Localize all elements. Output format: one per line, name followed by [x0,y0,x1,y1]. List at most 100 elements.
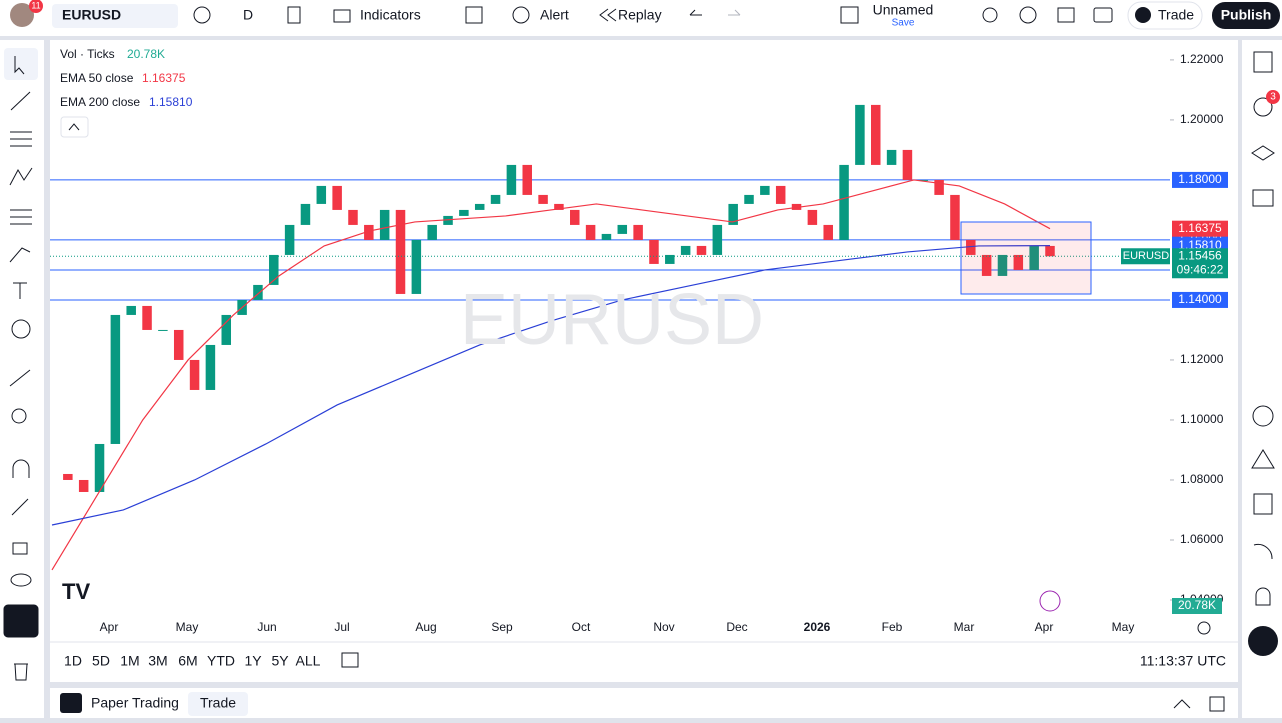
time-range[interactable]: 6M [178,653,197,669]
date-range-icon[interactable] [341,652,359,668]
snapshot-icon[interactable] [1093,7,1113,23]
layout-name[interactable]: Unnamed [873,2,934,18]
indicators[interactable]: Indicators [360,7,421,23]
candle [332,185,342,210]
x-tick-label: May [1112,620,1135,634]
replay[interactable]: Replay [618,7,662,23]
settings-icon[interactable] [1019,6,1037,24]
chart-type-icon[interactable] [287,6,301,24]
candle [395,209,406,294]
candle [617,224,628,234]
candle [1013,254,1024,270]
events-icon[interactable] [1039,590,1061,612]
paper-trading[interactable]: Paper Trading [91,695,179,711]
level-label: 1.14000 [1178,292,1222,306]
badge [29,0,43,13]
time-range[interactable]: 5Y [271,653,289,669]
replay-icon[interactable] [599,8,617,22]
candle [823,224,833,240]
symbol-box[interactable] [52,4,178,28]
search-icon[interactable] [982,7,998,23]
legend-ema50: EMA 50 close [60,71,134,85]
interval[interactable]: D [243,7,253,23]
right-toolbar [1242,40,1282,718]
x-tick-label: Feb [882,620,903,634]
y-tick-label: 1.20000 [1180,112,1224,126]
templates-icon[interactable] [465,6,483,24]
add-icon[interactable] [193,6,211,24]
x-tick-label: Dec [726,620,747,634]
indicators-icon[interactable] [333,9,351,23]
y-tick-label: 1.06000 [1180,532,1224,546]
rectangle-drawing[interactable] [960,221,1092,295]
candle [459,209,469,216]
alert-icon[interactable] [512,6,530,24]
legend-volume-value: 20.78K [127,47,165,61]
x-tick-label: Mar [954,620,975,634]
x-tick-label: Sep [491,620,513,634]
time-range[interactable]: 5D [92,653,110,669]
legend-ema200: EMA 200 close [60,95,140,109]
undo[interactable] [689,9,702,16]
publish[interactable]: Publish [1221,7,1272,23]
last-price-label: 1.15456 [1178,248,1222,262]
candle [443,215,453,225]
candle [110,314,121,444]
avatar-badge: 11 [31,0,40,10]
x-tick-label: Apr [100,620,119,634]
chart-pane [50,40,1238,682]
candle [570,209,580,225]
candle [474,203,485,210]
candle [269,254,279,285]
trade-tab[interactable] [188,692,248,716]
candle [696,245,707,255]
bottom-trade[interactable]: Trade [200,695,236,711]
alert[interactable]: Alert [540,7,569,23]
apps-button[interactable] [1248,626,1278,656]
right-icons[interactable] [1251,51,1275,606]
candle [807,209,818,225]
x-tick-label: May [176,620,199,634]
candle [205,344,216,390]
layout-icon[interactable] [840,6,859,24]
candle [158,329,168,331]
avatar[interactable] [10,3,34,27]
candle [918,179,929,181]
candle [950,194,960,240]
time-range[interactable]: ALL [296,653,321,669]
candle [680,245,691,255]
legend-ema50-value: 1.16375 [142,71,186,85]
x-tick-label: Aug [415,620,436,634]
time-ranges: 1D 5D 1M 3M 6M YTD 1Y 5Y ALL [64,653,321,669]
candle [966,239,976,255]
y-tick-label: 1.08000 [1180,472,1224,486]
volume-axis-label: 20.78K [1178,598,1216,612]
candle [665,254,675,264]
candle [633,224,643,240]
volume-tag [1172,598,1222,614]
last-price-tag [1172,248,1228,279]
x-tick-label: Jun [257,620,276,634]
time-range[interactable]: 1M [120,653,139,669]
collapse-panel[interactable] [1173,699,1191,709]
redo[interactable] [728,9,741,16]
tool-icons[interactable] [3,48,39,681]
candle [1045,245,1055,257]
y-tick-label: 1.12000 [1180,352,1224,366]
time-range[interactable]: 3M [148,653,167,669]
level-tag [1172,291,1228,308]
candle [173,329,184,360]
collapse-legend[interactable] [60,116,89,138]
symbol[interactable]: EURUSD [62,7,121,23]
candle [1029,245,1039,270]
candle [348,209,358,225]
time-range[interactable]: 1Y [244,653,262,669]
time-range[interactable]: 1D [64,653,82,669]
trade[interactable]: Trade [1158,7,1194,23]
maximize-panel[interactable] [1209,696,1225,712]
candle [712,224,723,255]
axis-settings[interactable] [1197,621,1211,635]
publish-button[interactable] [1212,2,1280,29]
time-range[interactable]: YTD [207,653,235,669]
fullscreen-icon[interactable] [1057,7,1075,23]
